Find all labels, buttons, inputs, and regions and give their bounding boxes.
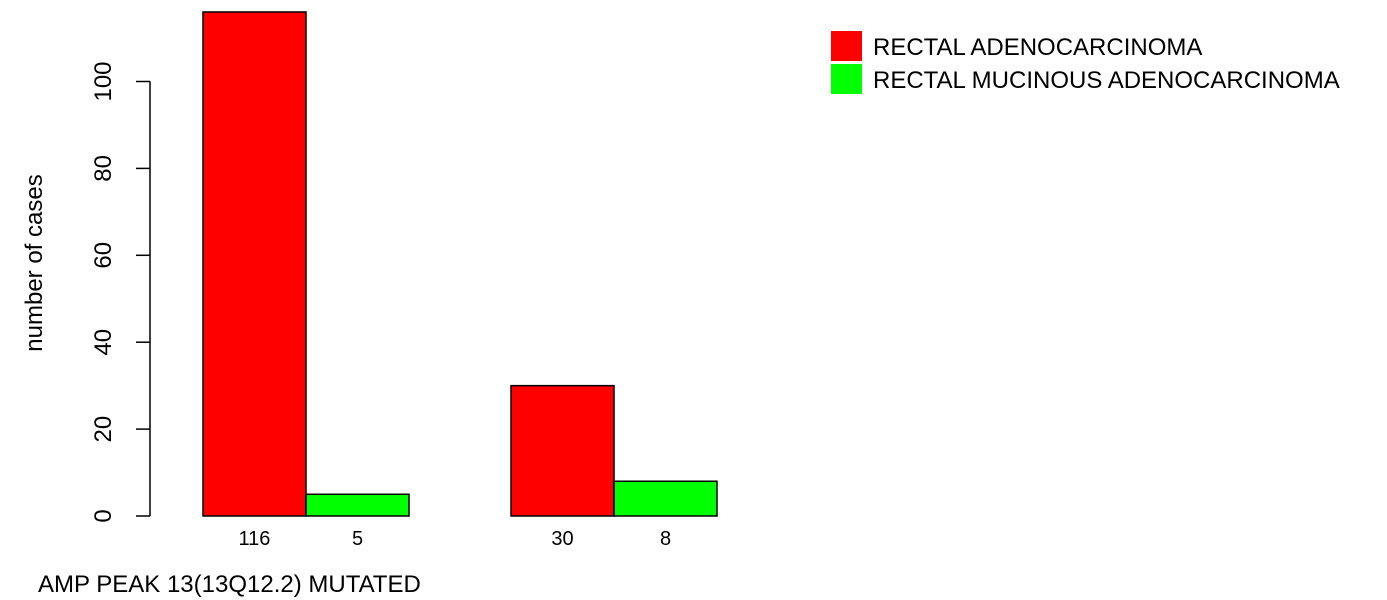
bar-value-label: 30: [551, 528, 573, 550]
bar-labels: 116 5 30 8: [239, 528, 672, 550]
legend-entry-label: RECTAL ADENOCARCINOMA: [873, 34, 1202, 61]
y-axis: 0 20 40 60 80 100: [90, 61, 151, 523]
y-tick-label: 80: [90, 155, 117, 182]
y-axis-label: number of cases: [21, 174, 48, 351]
legend-entry-label: RECTAL MUCINOUS ADENOCARCINOMA: [873, 67, 1340, 94]
bar: [305, 493, 410, 517]
y-tick-label: 40: [90, 329, 117, 356]
y-tick-label: 100: [90, 61, 117, 101]
bar-value-label: 5: [352, 528, 363, 550]
y-tick-label: 20: [90, 416, 117, 443]
bar: [202, 11, 307, 517]
legend: RECTAL ADENOCARCINOMA RECTAL MUCINOUS ADE…: [831, 31, 1340, 94]
x-axis-label: AMP PEAK 13(13Q12.2) MUTATED: [38, 571, 421, 598]
bars: [202, 11, 718, 517]
legend-swatch: [831, 31, 862, 61]
bar-value-label: 8: [660, 528, 671, 550]
y-tick-label: 0: [90, 509, 117, 522]
bar: [613, 480, 718, 517]
y-tick-label: 60: [90, 242, 117, 269]
legend-swatch: [831, 64, 862, 94]
bar-value-label: 116: [239, 528, 271, 550]
bar: [510, 384, 615, 517]
